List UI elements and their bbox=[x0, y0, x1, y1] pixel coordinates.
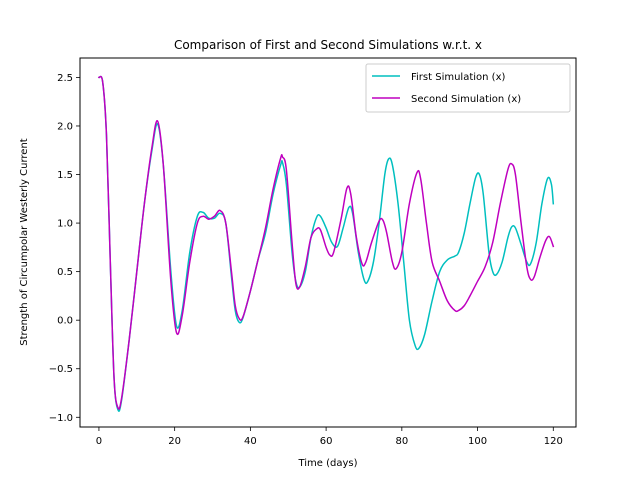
x-tick-label: 0 bbox=[96, 436, 102, 447]
y-tick-label: 2.5 bbox=[57, 73, 73, 84]
y-tick-label: 1.0 bbox=[57, 219, 73, 230]
y-tick-label: 0.0 bbox=[57, 316, 73, 327]
series-layer bbox=[97, 75, 555, 412]
x-axis-ticks: 0 20 40 60 80 100 120 bbox=[96, 427, 563, 447]
y-tick-label: 1.5 bbox=[57, 170, 73, 181]
plot-area bbox=[97, 75, 555, 412]
x-tick-label: 60 bbox=[320, 436, 333, 447]
y-tick-label: 2.0 bbox=[57, 121, 73, 132]
y-axis-ticks: −1.0 −0.5 0.0 0.5 1.0 1.5 2.0 2.5 bbox=[49, 73, 80, 424]
series-line-first-simulation-x bbox=[97, 75, 555, 412]
legend: First Simulation (x) Second Simulation (… bbox=[365, 63, 571, 113]
x-tick-label: 20 bbox=[168, 436, 181, 447]
x-tick-label: 80 bbox=[395, 436, 408, 447]
y-tick-label: 0.5 bbox=[57, 267, 73, 278]
x-tick-label: 120 bbox=[544, 436, 563, 447]
legend-label-first-simulation: First Simulation (x) bbox=[411, 72, 505, 83]
y-axis-title: Strength of Circumpolar Westerly Current bbox=[19, 138, 30, 346]
legend-box bbox=[365, 63, 571, 113]
x-tick-label: 40 bbox=[244, 436, 257, 447]
chart-title: Comparison of First and Second Simulatio… bbox=[174, 38, 482, 52]
y-tick-label: −1.0 bbox=[49, 413, 73, 424]
y-tick-label: −0.5 bbox=[49, 364, 73, 375]
x-tick-label: 100 bbox=[468, 436, 487, 447]
x-axis-title: Time (days) bbox=[297, 458, 357, 469]
legend-label-second-simulation: Second Simulation (x) bbox=[411, 94, 521, 105]
axes-frame bbox=[79, 57, 577, 428]
series-line-second-simulation-x bbox=[97, 75, 555, 410]
